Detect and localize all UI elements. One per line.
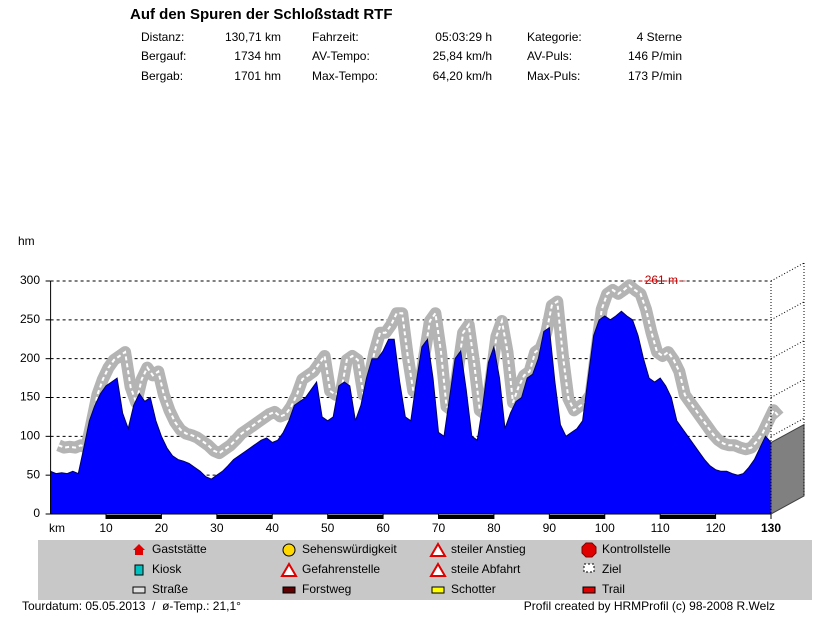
stat-value: 173 P/min <box>628 69 682 83</box>
legend-icon <box>133 544 145 555</box>
km-band <box>106 515 162 519</box>
stat-label: Distanz: <box>141 30 184 44</box>
legend-label: steiler Anstieg <box>451 542 526 556</box>
icon-house <box>133 544 145 555</box>
stat-value: 1734 hm <box>234 49 281 63</box>
depth-side <box>770 423 805 515</box>
stat-label: Max-Puls: <box>527 69 580 83</box>
legend-label: Gefahrenstelle <box>302 562 380 576</box>
x-tick-label: 10 <box>99 521 113 535</box>
legend-icon <box>132 586 146 594</box>
x-axis-label: km <box>49 521 65 535</box>
x-tick-label: 60 <box>376 521 390 535</box>
x-tick-label: 30 <box>210 521 224 535</box>
icon-warning <box>429 562 447 577</box>
legend-label: Schotter <box>451 582 496 596</box>
legend-icon <box>280 562 298 577</box>
y-tick-label: 0 <box>33 506 40 520</box>
icon-kiosk <box>134 564 144 576</box>
legend-label: Straße <box>152 582 188 596</box>
y-tick-label: 300 <box>20 273 40 287</box>
grid-line-depth <box>770 301 805 321</box>
legend-label: Kiosk <box>152 562 182 576</box>
stat-value: 4 Sterne <box>637 30 683 44</box>
legend-icon <box>431 586 445 594</box>
icon-warning <box>280 562 298 577</box>
y-tick-label: 250 <box>20 312 40 326</box>
legend-icon <box>429 542 447 557</box>
icon-forest <box>282 586 296 594</box>
elevation-area <box>50 310 772 515</box>
legend-icon <box>429 562 447 577</box>
grid-line-depth <box>770 417 805 437</box>
stat-value: 146 P/min <box>628 49 682 63</box>
stat-label: Kategorie: <box>527 30 582 44</box>
legend-icon <box>282 543 296 557</box>
legend-icon <box>582 586 596 594</box>
x-tick-label: 130 <box>761 521 781 535</box>
title: Auf den Spuren der Schloßstadt RTF <box>130 6 393 23</box>
km-band <box>549 515 605 519</box>
km-band <box>438 515 494 519</box>
legend-label: Forstweg <box>302 582 351 596</box>
legend-icon <box>282 586 296 594</box>
y-tick-label: 50 <box>27 467 41 481</box>
stat-label: Max-Tempo: <box>312 69 378 83</box>
icon-smiley <box>282 543 296 557</box>
x-tick-label: 40 <box>266 521 280 535</box>
legend-icon <box>583 563 595 573</box>
x-tick-label: 100 <box>595 521 615 535</box>
grid-line-depth <box>770 379 805 398</box>
km-band <box>327 515 384 519</box>
x-tick-label: 20 <box>155 521 169 535</box>
x-tick-label: 50 <box>321 521 335 535</box>
icon-road <box>132 586 146 594</box>
grid-line-depth <box>770 340 805 360</box>
stat-label: Bergab: <box>141 69 183 83</box>
legend-box <box>38 540 812 600</box>
y-tick-label: 100 <box>20 429 40 443</box>
x-tick-label: 70 <box>432 521 446 535</box>
footer-right: Profil created by HRMProfil (c) 98-2008 … <box>524 599 775 613</box>
x-tick-label: 90 <box>543 521 557 535</box>
stat-label: AV-Puls: <box>527 49 572 63</box>
legend-icon <box>581 542 597 558</box>
legend-icon <box>134 564 144 576</box>
stat-label: AV-Tempo: <box>312 49 370 63</box>
stat-value: 64,20 km/h <box>433 69 492 83</box>
legend-label: Sehenswürdigkeit <box>302 542 397 556</box>
icon-trail <box>582 586 596 594</box>
legend-label: Gaststätte <box>152 542 207 556</box>
stat-value: 05:03:29 h <box>435 30 492 44</box>
stat-value: 1701 hm <box>234 69 281 83</box>
stat-label: Bergauf: <box>141 49 186 63</box>
y-tick-label: 200 <box>20 351 40 365</box>
icon-gravel <box>431 586 445 594</box>
y-axis-label: hm <box>18 234 35 248</box>
legend-label: steile Abfahrt <box>451 562 521 576</box>
legend-label: Ziel <box>602 562 621 576</box>
y-tick-label: 150 <box>20 390 40 404</box>
max-label: 261 m <box>645 273 678 287</box>
legend-label: Kontrollstelle <box>602 542 671 556</box>
icon-warning <box>429 542 447 557</box>
stat-value: 130,71 km <box>225 30 281 44</box>
stat-value: 25,84 km/h <box>433 49 492 63</box>
grid-line-depth <box>770 262 805 282</box>
x-tick-label: 80 <box>487 521 501 535</box>
legend-label: Trail <box>602 582 625 596</box>
icon-stop <box>581 542 597 558</box>
x-tick-label: 110 <box>651 521 670 535</box>
km-band <box>660 515 716 519</box>
x-tick-label: 120 <box>706 521 726 535</box>
stat-label: Fahrzeit: <box>312 30 359 44</box>
icon-flag <box>583 563 595 573</box>
km-band <box>216 515 273 519</box>
footer-left: Tourdatum: 05.05.2013 / ø-Temp.: 21,1° <box>22 599 241 613</box>
